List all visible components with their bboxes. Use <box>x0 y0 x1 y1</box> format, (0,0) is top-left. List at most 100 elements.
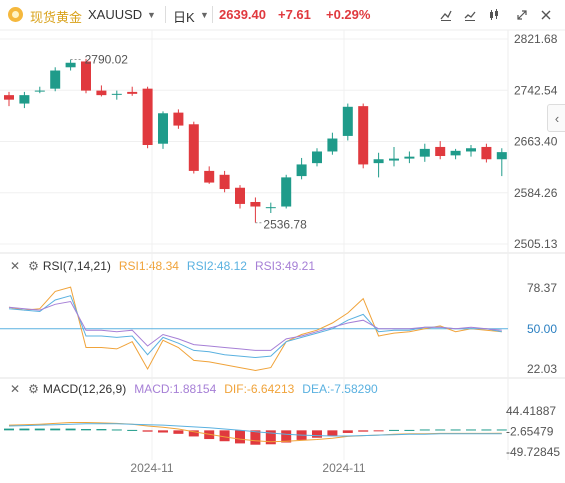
compare-icon[interactable] <box>484 6 504 24</box>
candle-body <box>204 170 215 183</box>
price-tick-label: 2584.26 <box>514 186 558 200</box>
macd-bar <box>19 428 30 431</box>
macd-legend: MACD:1.88154 <box>134 382 217 396</box>
symbol-code[interactable]: XAUUSD <box>88 7 143 22</box>
settings-icon[interactable]: ⚙ <box>28 259 39 273</box>
divider <box>165 6 166 23</box>
collapse-side-panel-button[interactable]: ‹ <box>547 104 565 132</box>
chart-type-icon[interactable] <box>460 6 480 24</box>
macd-bar <box>481 429 492 431</box>
dif-legend: DIF:-6.64213 <box>224 382 295 396</box>
rsi-series-line <box>8 295 502 359</box>
rsi-title: RSI(7,14,21) <box>42 259 111 273</box>
macd-bar <box>96 429 107 431</box>
low-annotation: 2536.78 <box>263 218 307 232</box>
macd-tick-label: -49.72845 <box>506 445 560 459</box>
macd-bar <box>265 430 276 445</box>
symbol-dropdown-icon[interactable]: ▼ <box>147 10 156 20</box>
macd-bar <box>235 430 245 444</box>
candle-body <box>235 187 245 204</box>
symbol-name[interactable]: 现货黄金 <box>30 10 83 25</box>
macd-bar <box>127 429 138 431</box>
candle-body <box>4 95 14 100</box>
macd-bar <box>450 429 461 431</box>
gold-coin-icon <box>8 7 23 22</box>
dea-legend: DEA:-7.58290 <box>302 382 378 396</box>
rsi-tick-label: 78.37 <box>527 281 557 295</box>
macd-bar <box>50 428 61 431</box>
candle-body <box>111 93 122 95</box>
settings-icon[interactable]: ⚙ <box>28 382 39 396</box>
macd-bar <box>358 430 369 432</box>
price-tick-label: 2505.13 <box>514 237 558 251</box>
candle-body <box>389 158 399 161</box>
macd-bar <box>65 428 76 431</box>
rsi-tick-label: 22.03 <box>527 362 557 376</box>
date-tick-label: 2024-11 <box>130 461 173 475</box>
candle-body <box>481 146 492 160</box>
candle-body <box>19 95 30 104</box>
collapse-icon[interactable]: ✕ <box>10 259 21 273</box>
candle-body <box>96 90 107 96</box>
macd-bar <box>373 430 384 432</box>
macd-bar <box>111 429 122 431</box>
rsi1-legend: RSI1:48.34 <box>118 259 179 273</box>
timeframe-dropdown-icon[interactable]: ▼ <box>200 10 209 20</box>
candle-body <box>142 88 153 146</box>
candle-body <box>173 112 184 126</box>
candle-body <box>81 61 91 91</box>
line-tool-icon[interactable] <box>436 6 456 24</box>
price-tick-label: 2663.40 <box>514 135 558 149</box>
rsi2-legend: RSI2:48.12 <box>186 259 247 273</box>
macd-bar <box>435 429 446 431</box>
close-icon[interactable] <box>536 6 556 24</box>
macd-bar <box>496 429 507 431</box>
candle-body <box>358 106 369 165</box>
candle-body <box>65 62 76 68</box>
macd-bar <box>188 430 199 437</box>
candle-body <box>34 90 45 92</box>
price-change: +7.61 <box>278 7 311 22</box>
macd-bar <box>250 430 261 445</box>
chart-header: 现货黄金 XAUUSD ▼ 日K ▼ 2639.40 +7.61 +0.29% <box>0 0 565 30</box>
high-annotation: 2790.02 <box>85 53 129 67</box>
candle-body <box>296 164 307 177</box>
last-price: 2639.40 <box>219 7 266 22</box>
macd-bar <box>389 429 399 431</box>
rsi3-legend: RSI3:49.21 <box>254 259 316 273</box>
candle-body <box>250 201 261 207</box>
candle-body <box>404 156 415 159</box>
macd-bar <box>158 430 168 433</box>
candle-body <box>419 148 430 157</box>
candle-body <box>219 174 230 190</box>
fullscreen-icon[interactable] <box>512 6 532 24</box>
candle-body <box>342 106 353 136</box>
candle-body <box>188 124 199 171</box>
candle-body <box>265 207 276 209</box>
macd-title: MACD(12,26,9) <box>42 382 127 396</box>
macd-bar <box>342 430 353 433</box>
macd-bar <box>34 428 45 431</box>
timeframe-select[interactable]: 日K <box>173 10 195 25</box>
collapse-icon[interactable]: ✕ <box>10 382 21 396</box>
price-tick-label: 2821.68 <box>514 32 558 46</box>
price-tick-label: 2742.54 <box>514 83 558 97</box>
macd-bar <box>4 428 14 431</box>
macd-bar <box>419 429 430 431</box>
macd-bar <box>312 430 322 438</box>
macd-bar <box>466 429 476 431</box>
date-tick-label: 2024-11 <box>322 461 365 475</box>
macd-title-row: ✕ ⚙ MACD(12,26,9) MACD:1.88154 DIF:-6.64… <box>10 382 378 396</box>
macd-bar <box>219 430 230 442</box>
candle-body <box>127 91 138 94</box>
candle-body <box>466 148 476 152</box>
macd-bar <box>404 429 415 431</box>
macd-bar <box>81 429 91 431</box>
price-change-pct: +0.29% <box>326 7 371 22</box>
candle-body <box>450 150 461 156</box>
macd-tick-label: 44.41887 <box>506 404 556 418</box>
macd-bar <box>142 430 153 432</box>
rsi-tick-label: 50.00 <box>527 322 557 336</box>
candle-body <box>312 151 322 164</box>
